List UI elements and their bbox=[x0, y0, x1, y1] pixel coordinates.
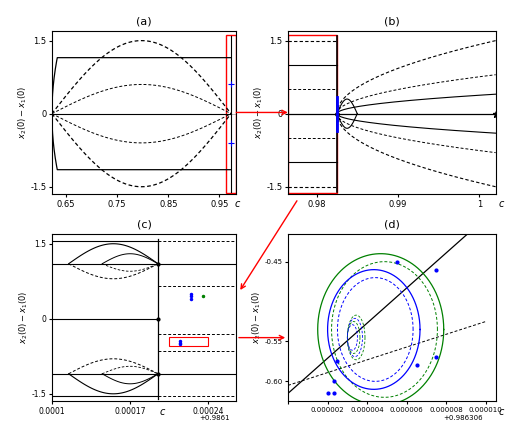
Text: (a): (a) bbox=[136, 16, 152, 26]
Text: $c$: $c$ bbox=[498, 199, 505, 209]
Text: +0.986306: +0.986306 bbox=[444, 415, 483, 421]
Text: (b): (b) bbox=[384, 16, 400, 26]
Y-axis label: $x_2(0)-x_1(0)$: $x_2(0)-x_1(0)$ bbox=[16, 86, 29, 139]
Text: $c$: $c$ bbox=[498, 407, 505, 417]
Text: $c$: $c$ bbox=[234, 199, 241, 209]
Y-axis label: $x_2(0)-x_1(0)$: $x_2(0)-x_1(0)$ bbox=[250, 291, 263, 344]
Text: +0.9861: +0.9861 bbox=[199, 415, 230, 421]
Text: (c): (c) bbox=[136, 219, 152, 229]
Y-axis label: $x_2(0)-x_1(0)$: $x_2(0)-x_1(0)$ bbox=[18, 291, 30, 344]
Y-axis label: $x_2(0)-x_1(0)$: $x_2(0)-x_1(0)$ bbox=[252, 86, 265, 139]
Text: $c$: $c$ bbox=[159, 407, 166, 417]
Bar bbox=[169, 337, 208, 346]
Bar bbox=[288, 35, 337, 193]
Text: (d): (d) bbox=[384, 219, 400, 229]
Bar bbox=[226, 35, 236, 193]
